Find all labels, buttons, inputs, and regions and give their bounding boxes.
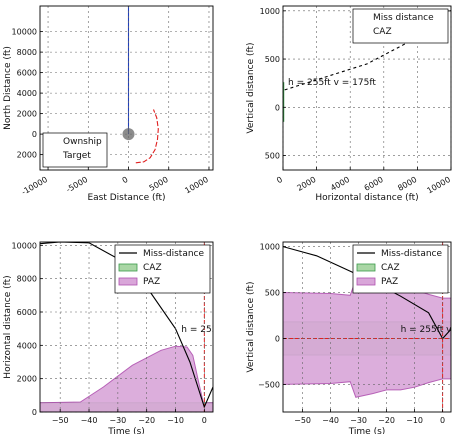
axes-frame (39, 5, 214, 171)
x-axis-label: Time (s) (107, 427, 145, 434)
legend-swatch (356, 277, 376, 286)
chart-vertical-distance-time: h = 255ft v = 175ft −50 −40 −30 −20 −10 0 1000 5… (246, 241, 474, 434)
y-tick-label: 2000 (17, 110, 37, 119)
chart-horizontal-distance-time: h = 255ft v = 175ft −50 −40 −30 −20 −10 0 0 2000… (3, 241, 269, 434)
legend-swatch (118, 277, 138, 286)
y-tick-label: 0 (32, 408, 37, 417)
axes-frame (282, 5, 452, 171)
y-tick-label: 500 (265, 152, 280, 161)
x-tick-label: −40 (322, 416, 339, 425)
y-axis-label: Vertical distance (ft) (246, 42, 256, 133)
axes-frame (282, 241, 452, 413)
x-tick-label: −30 (109, 416, 126, 425)
series-area-paz (40, 345, 213, 412)
legend-label: Target (62, 151, 91, 161)
y-tick-label: 4000 (17, 341, 37, 350)
x-tick-label: −20 (378, 416, 395, 425)
ownship-marker (122, 128, 135, 141)
y-tick-label: 500 (265, 55, 280, 64)
x-tick-label: 10000 (425, 175, 452, 196)
x-tick-label: −10 (167, 416, 184, 425)
x-axis-label: East Distance (ft) (87, 193, 165, 203)
plot-area: h = 255ft v = 175ft (283, 242, 474, 412)
legend-label: Miss-distance (381, 249, 442, 259)
x-tick-label: 5000 (148, 175, 170, 193)
legend-label: CAZ (373, 27, 392, 37)
x-tick-label: 8000 (396, 175, 418, 193)
x-tick-label: 0 (440, 416, 445, 425)
series-line-target (135, 109, 159, 164)
x-tick-label: −50 (52, 416, 69, 425)
y-axis-label: Horizontal distance (ft) (3, 275, 13, 378)
legend-label: Ownship (63, 137, 102, 147)
legend-box (352, 8, 449, 44)
x-tick-label: −10 (406, 416, 423, 425)
legend-swatch (118, 263, 138, 272)
x-tick-label: 4000 (329, 175, 351, 193)
x-tick-label: −20 (138, 416, 155, 425)
x-tick-label: 0 (121, 175, 130, 185)
y-tick-label: 500 (265, 289, 280, 298)
legend-box (42, 132, 108, 168)
x-tick-label: −40 (81, 416, 98, 425)
chart-ownship-target-map: -10000 -5000 0 5000 10000 2000 0 2000 4000 6000 80… (3, 5, 214, 203)
x-tick-label: 10000 (183, 175, 210, 196)
plot-area (122, 6, 159, 164)
y-axis-label: Vertical distance (ft) (246, 281, 256, 372)
x-axis-label: Horizontal distance (ft) (315, 193, 418, 203)
y-tick-label: 10000 (12, 28, 37, 37)
x-tick-label: -10000 (20, 175, 49, 197)
y-tick-label: 2000 (17, 151, 37, 160)
legend-label: Miss-distance (143, 249, 204, 259)
y-tick-label: 4000 (17, 89, 37, 98)
y-tick-label: 0 (32, 130, 37, 139)
x-tick-label: 2000 (295, 175, 317, 193)
y-tick-label: 0 (275, 334, 280, 343)
legend-label: PAZ (143, 277, 160, 287)
x-tick-label: 6000 (363, 175, 385, 193)
y-tick-label: 0 (275, 103, 280, 112)
x-tick-label: −30 (350, 416, 367, 425)
y-tick-label: 1000 (260, 7, 280, 16)
x-tick-label: −50 (294, 416, 311, 425)
annotation-text: h = 255ft v = 175ft (401, 325, 474, 335)
x-tick-label: 0 (202, 416, 207, 425)
legend-label: CAZ (143, 263, 162, 273)
y-tick-label: 1000 (260, 243, 280, 252)
x-tick-label: -5000 (65, 175, 90, 194)
legend-label: CAZ (381, 263, 400, 273)
y-tick-label: 6000 (17, 69, 37, 78)
x-tick-label: 0 (275, 175, 284, 185)
annotation-text: h = 255ft v = 175ft (288, 78, 376, 88)
chart-vertical-horizontal: h = 255ft v = 175ft 0 2000 4000 6000 8000 1000… (246, 5, 452, 203)
y-tick-label: 8000 (17, 48, 37, 57)
y-tick-label: 8000 (17, 275, 37, 284)
y-tick-label: 6000 (17, 308, 37, 317)
x-axis-label: Time (s) (348, 427, 386, 434)
legend-swatch (356, 263, 376, 272)
y-tick-label: −500 (258, 380, 280, 389)
annotation-text: h = 255ft v = 175ft (181, 325, 269, 335)
y-tick-label: 10000 (12, 241, 37, 250)
legend-label: PAZ (381, 277, 398, 287)
axes-frame (39, 241, 214, 413)
y-axis-label: North Distance (ft) (3, 46, 13, 130)
legend-label: Miss distance (373, 13, 434, 23)
y-tick-label: 2000 (17, 375, 37, 384)
